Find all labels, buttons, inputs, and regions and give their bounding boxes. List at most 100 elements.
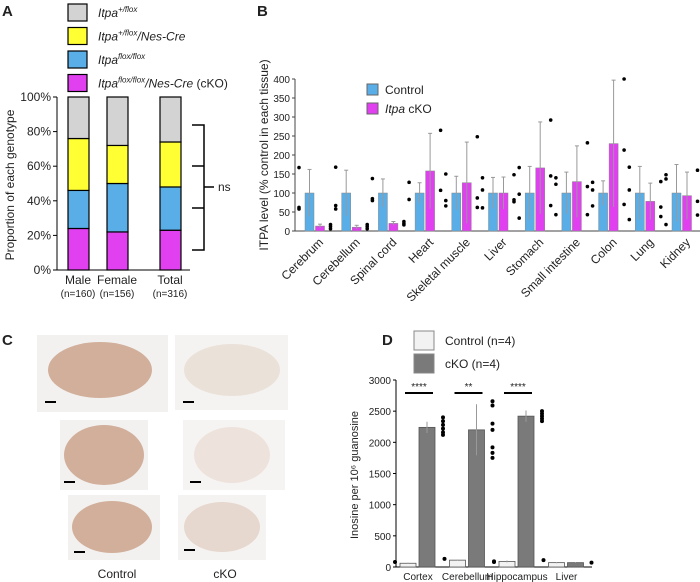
y-tick-label: 80% (27, 125, 51, 139)
y-tick-label: 100% (20, 90, 51, 104)
data-point (441, 419, 445, 424)
x-tick-label: Hippocampus (486, 572, 547, 582)
data-point (365, 226, 370, 231)
y-tick-label: 300 (273, 113, 290, 124)
data-point (490, 427, 495, 432)
y-tick-label: 0% (34, 263, 52, 277)
significance-label: **** (510, 382, 526, 393)
x-tick-label: Female (97, 273, 137, 287)
data-point (664, 172, 668, 177)
y-tick-label: 1000 (369, 501, 392, 512)
data-point (333, 203, 338, 208)
control-sagittal-brain (48, 342, 152, 398)
data-point (438, 188, 443, 193)
legend-swatch (413, 330, 435, 351)
data-point (659, 205, 663, 209)
x-tick-label: Male (65, 273, 91, 287)
y-tick-label: 150 (273, 170, 290, 181)
data-point (442, 556, 447, 561)
data-point (590, 188, 595, 192)
y-axis-label: ITPA level (% control in each tissue) (257, 59, 271, 250)
control-cerebellum-brain (72, 501, 152, 553)
data-point (548, 174, 553, 178)
data-point (517, 165, 521, 170)
data-point (475, 196, 480, 200)
legend-swatch (413, 353, 435, 374)
cko-cerebellum-brain (184, 502, 260, 552)
data-point (554, 182, 558, 187)
data-point (627, 165, 632, 169)
x-tick-n-label: (n=160) (61, 289, 96, 300)
data-point (492, 560, 496, 565)
data-point (589, 560, 594, 565)
panel-c-label: C (2, 332, 13, 349)
x-tick-label: Heart (406, 235, 437, 266)
data-point (627, 217, 632, 222)
y-tick-label: 3000 (369, 376, 392, 387)
x-tick-label: Cerebellum (442, 572, 493, 582)
data-point (659, 179, 663, 184)
data-point (590, 204, 595, 208)
data-point (554, 176, 558, 180)
stacked-bar-segment (159, 141, 182, 188)
panel-a-label: A (2, 3, 13, 20)
data-point (554, 212, 558, 217)
legend-label: Itpa cKO (385, 102, 432, 116)
data-point (517, 216, 521, 220)
stacked-bar-segment (67, 227, 90, 271)
y-tick-label: 500 (374, 532, 391, 543)
x-tick-label: Lung (628, 235, 657, 264)
significance-label: ns (218, 180, 231, 194)
legend-label: cKO (n=4) (445, 357, 500, 371)
data-point (695, 168, 700, 172)
stacked-bar-segment (106, 96, 129, 147)
data-point (441, 415, 445, 420)
data-point (370, 176, 375, 181)
bar (517, 415, 535, 568)
data-point (490, 445, 495, 450)
data-point (695, 199, 700, 204)
data-point (548, 118, 553, 122)
legend-label: Itpa+/flox/Nes-Cre (98, 29, 186, 44)
x-tick-label: Total (157, 273, 182, 287)
data-point (370, 198, 375, 203)
data-point (585, 212, 590, 217)
data-point (627, 188, 632, 192)
legend-label: Itpaflox/flox (98, 52, 146, 67)
data-point (475, 205, 480, 210)
data-point (622, 148, 626, 152)
data-point (622, 77, 626, 81)
control-coronal-brain (64, 425, 144, 485)
x-tick-label: Liver (556, 572, 578, 582)
data-point (490, 399, 495, 404)
legend-swatch (67, 50, 88, 69)
y-tick-label: 0 (385, 563, 391, 574)
data-point (512, 172, 516, 177)
data-point (695, 213, 700, 217)
data-point (444, 198, 448, 203)
data-point (402, 223, 406, 227)
stacked-bar-segment (67, 189, 90, 230)
data-point (622, 202, 626, 207)
x-tick-label: Colon (588, 235, 620, 267)
x-tick-label: Liver (481, 235, 509, 263)
cko-coronal-brain (194, 427, 270, 483)
stacked-bar-segment (159, 96, 182, 143)
panel-d-label: D (382, 332, 393, 349)
bar (449, 559, 466, 568)
y-tick-label: 20% (27, 228, 51, 242)
stacked-bar-segment (159, 186, 182, 231)
panel-b-label: B (257, 3, 268, 20)
y-tick-label: 400 (273, 75, 290, 86)
data-point (297, 165, 301, 170)
data-point (548, 203, 553, 208)
y-tick-label: 200 (273, 151, 290, 162)
panel-c-images: Control cKO (37, 335, 288, 581)
control-label: Control (98, 567, 137, 581)
stacked-bar-segment (67, 137, 90, 192)
stacked-bar-segment (106, 182, 129, 233)
data-point (333, 207, 338, 211)
data-point (480, 176, 485, 180)
y-tick-label: 1500 (369, 470, 392, 481)
data-point (512, 199, 516, 204)
